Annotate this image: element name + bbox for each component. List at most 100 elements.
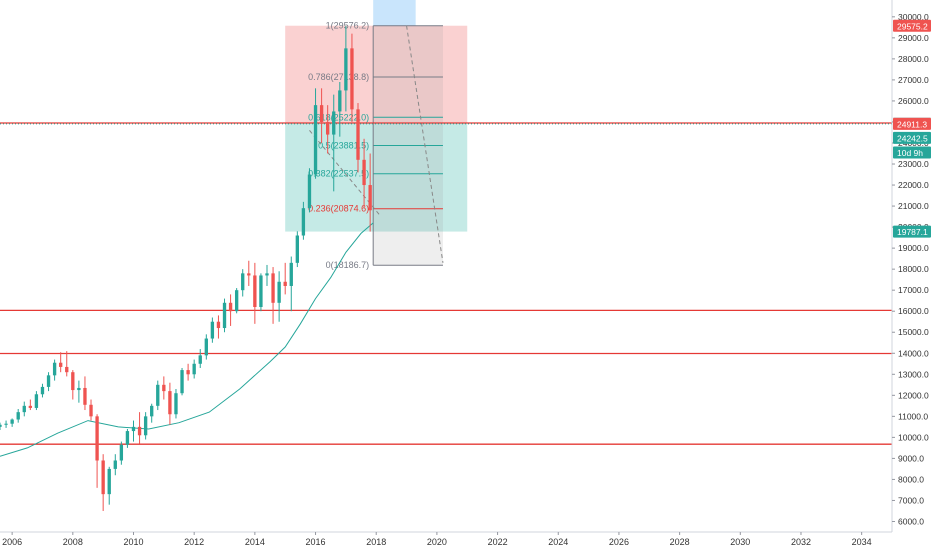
candle-body [222, 302, 227, 329]
price-tag [893, 19, 931, 32]
candle-body [186, 370, 190, 375]
candle-body [277, 281, 281, 303]
candle-body [265, 273, 269, 276]
fib-level-label: 0.5(23881.5) [318, 140, 369, 150]
price-tick-label: 9000.0 [898, 453, 924, 463]
candle-body [0, 424, 2, 427]
candle-body [271, 273, 275, 303]
price-tag [893, 131, 931, 144]
time-axis-background [0, 532, 932, 550]
candle-body [4, 423, 8, 425]
time-tick-label: 2032 [791, 537, 811, 547]
candle-body [295, 235, 300, 263]
candle-body [216, 321, 221, 329]
price-tick-label: 19000.0 [898, 243, 929, 253]
fib-level-label: 0.236(20874.6) [308, 204, 369, 214]
candle-body [28, 405, 33, 408]
candle-body [52, 362, 57, 376]
candle-body [368, 185, 372, 211]
price-tick-label: 21000.0 [898, 201, 929, 211]
price-tick-label: 27000.0 [898, 75, 929, 85]
price-tick-label: 8000.0 [898, 474, 924, 484]
trend-dashed-line [406, 25, 444, 263]
fib-level-label: 1(29576.2) [326, 21, 370, 31]
candle-body [40, 386, 45, 395]
candle-body [143, 416, 148, 436]
candle-body [259, 275, 263, 308]
candle-body [137, 426, 142, 436]
time-tick-label: 2022 [488, 537, 508, 547]
price-axis-background [892, 0, 932, 550]
candle-body [198, 355, 202, 364]
fib-level-label: 0.786(27138.8) [308, 72, 369, 82]
candle-body [210, 321, 215, 339]
candle-body [338, 90, 342, 112]
candle-body [307, 174, 312, 209]
candle-body [362, 159, 366, 186]
candle-body [174, 393, 178, 415]
candle-body [131, 426, 136, 432]
candle-body [59, 362, 63, 367]
candle-body [119, 444, 124, 461]
price-tag-label: 24911.3 [897, 119, 927, 129]
price-tag-label: 10d 9h [897, 148, 923, 158]
fib-level-label: 0.618(25222.0) [308, 112, 369, 122]
time-tick-label: 2020 [427, 537, 447, 547]
projection-box [373, 0, 416, 26]
candle-body [319, 105, 324, 122]
candle-body [228, 302, 233, 312]
candle-body [95, 416, 99, 461]
time-tick-label: 2008 [63, 537, 83, 547]
candle-body [150, 405, 154, 417]
price-tag [893, 117, 931, 130]
price-tag-label: 29575.2 [897, 21, 928, 31]
candle-body [65, 366, 69, 373]
time-tick-label: 2034 [852, 537, 872, 547]
time-tick-label: 2012 [184, 537, 204, 547]
candle-body [301, 208, 306, 236]
candle-body [16, 412, 20, 420]
time-tick-label: 2018 [366, 537, 386, 547]
candle-body [283, 281, 287, 286]
price-tick-label: 6000.0 [898, 516, 924, 526]
price-tick-label: 30000.0 [898, 12, 929, 22]
candle-body [332, 111, 336, 135]
candle-body [168, 391, 172, 415]
price-tick-label: 29000.0 [898, 33, 929, 43]
time-tick-label: 2026 [609, 537, 629, 547]
candle-body [247, 273, 251, 276]
time-tick-label: 2016 [306, 537, 326, 547]
price-tag [893, 146, 931, 159]
price-tick-label: 28000.0 [898, 54, 929, 64]
candle-body [46, 375, 51, 387]
candle-body [10, 419, 14, 424]
candle-body [113, 460, 117, 469]
time-tick-label: 2006 [2, 537, 22, 547]
price-tick-label: 11000.0 [898, 411, 928, 421]
candle-body [156, 384, 160, 406]
time-tick-label: 2030 [730, 537, 750, 547]
time-tick-label: 2014 [245, 537, 265, 547]
price-tick-label: 18000.0 [898, 264, 929, 274]
fib-level-label: 0.382(22537.5) [308, 169, 369, 179]
candle-body [253, 275, 257, 308]
price-tick-label: 16000.0 [898, 306, 929, 316]
candle-body [344, 48, 348, 91]
price-tick-label: 26000.0 [898, 96, 929, 106]
price-tick-label: 17000.0 [898, 285, 929, 295]
candle-body [350, 48, 354, 110]
price-tick-label: 14000.0 [898, 348, 929, 358]
candle-body [180, 370, 184, 394]
trend-dashed-line-2 [309, 130, 380, 215]
candle-body [83, 387, 87, 405]
price-tick-label: 22000.0 [898, 180, 929, 190]
candle-body [162, 384, 166, 392]
candle-body [71, 372, 75, 391]
candle-body [356, 109, 360, 160]
time-tick-label: 2024 [548, 537, 568, 547]
candle-body [34, 394, 39, 408]
candle-body [22, 405, 26, 413]
time-tick-label: 2010 [123, 537, 143, 547]
